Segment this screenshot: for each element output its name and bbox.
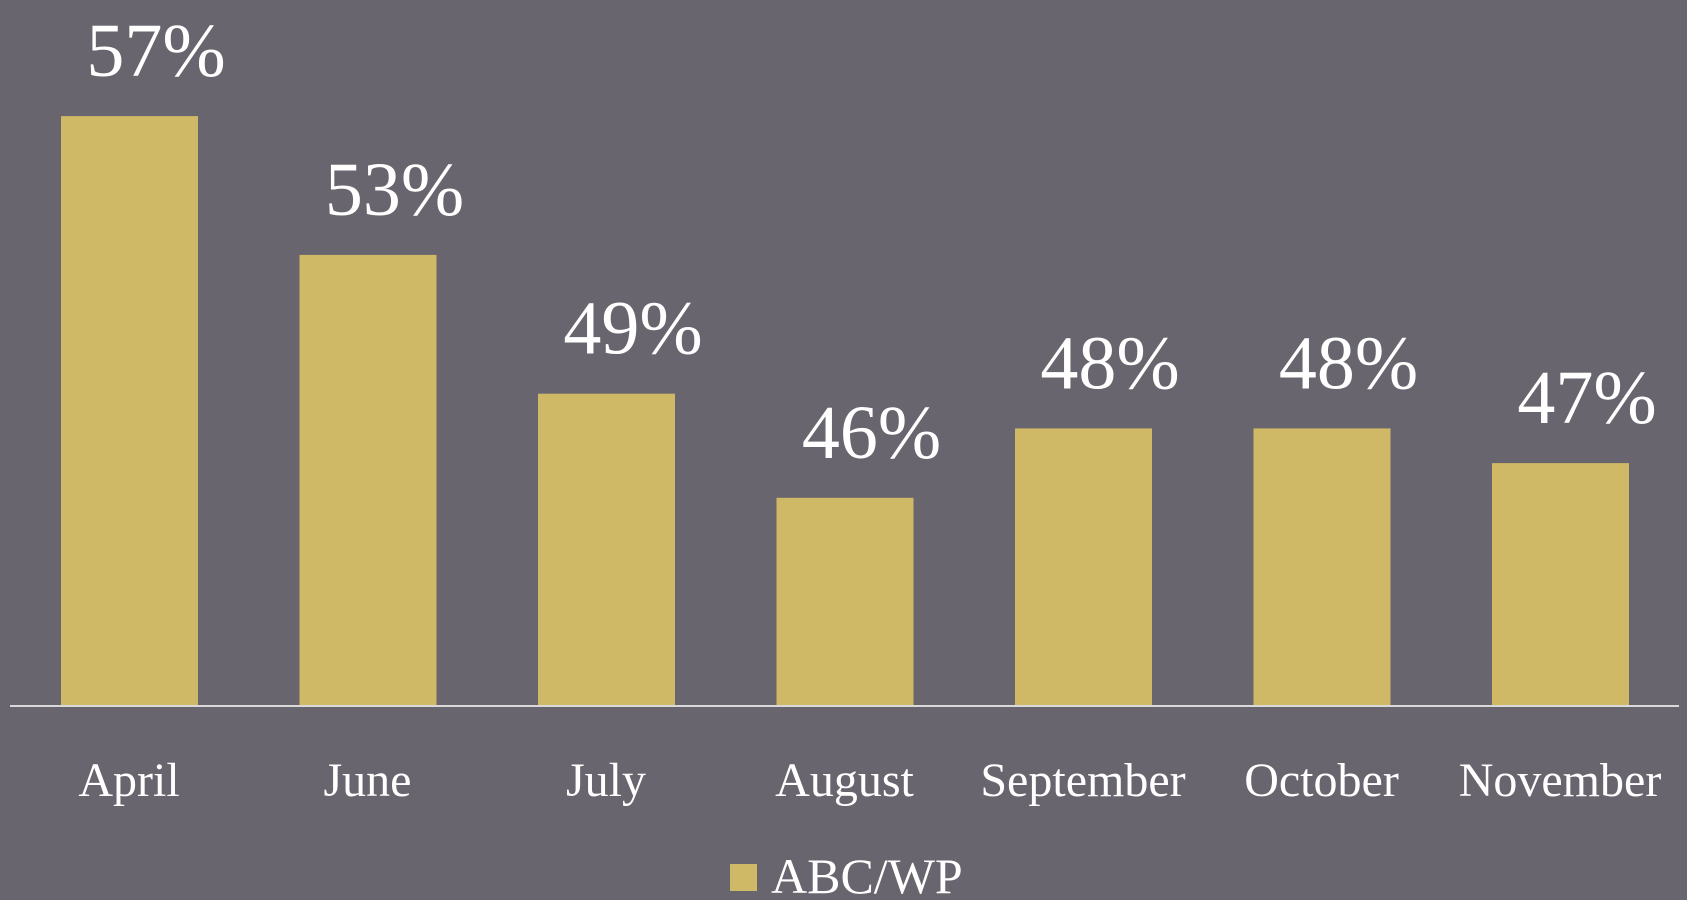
legend-label: ABC/WP [771, 848, 963, 900]
legend-swatch [730, 864, 757, 891]
x-tick-label: November [1459, 754, 1662, 807]
data-label: 48% [1040, 321, 1179, 405]
x-tick-label: October [1244, 754, 1399, 807]
bar [61, 116, 198, 707]
data-label: 53% [325, 148, 464, 232]
x-tick-label: April [78, 754, 179, 807]
x-tick-label: September [980, 754, 1185, 807]
bar [538, 393, 675, 706]
bar [776, 497, 914, 706]
x-tick-label: August [775, 754, 914, 807]
bar [1253, 428, 1391, 706]
data-label: 49% [563, 287, 702, 371]
data-label: 46% [802, 391, 941, 475]
bar [1015, 428, 1152, 706]
bar [1492, 463, 1629, 706]
data-label: 48% [1279, 321, 1418, 405]
x-tick-label: July [566, 754, 646, 807]
data-label: 47% [1517, 356, 1656, 440]
data-label: 57% [86, 9, 225, 93]
x-tick-label: June [324, 754, 412, 807]
bar [299, 254, 437, 706]
